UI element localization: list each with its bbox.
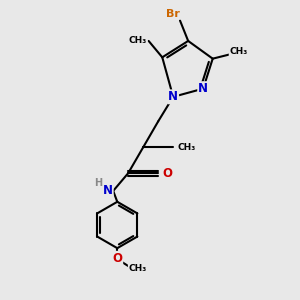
Text: CH₃: CH₃	[129, 264, 147, 273]
Text: CH₃: CH₃	[178, 143, 196, 152]
Text: O: O	[163, 167, 173, 180]
Text: N: N	[103, 184, 113, 197]
Text: CH₃: CH₃	[230, 47, 248, 56]
Text: CH₃: CH₃	[129, 36, 147, 45]
Text: N: N	[168, 90, 178, 103]
Text: O: O	[112, 252, 122, 265]
Text: N: N	[198, 82, 208, 95]
Text: H: H	[94, 178, 102, 188]
Text: Br: Br	[166, 9, 180, 19]
